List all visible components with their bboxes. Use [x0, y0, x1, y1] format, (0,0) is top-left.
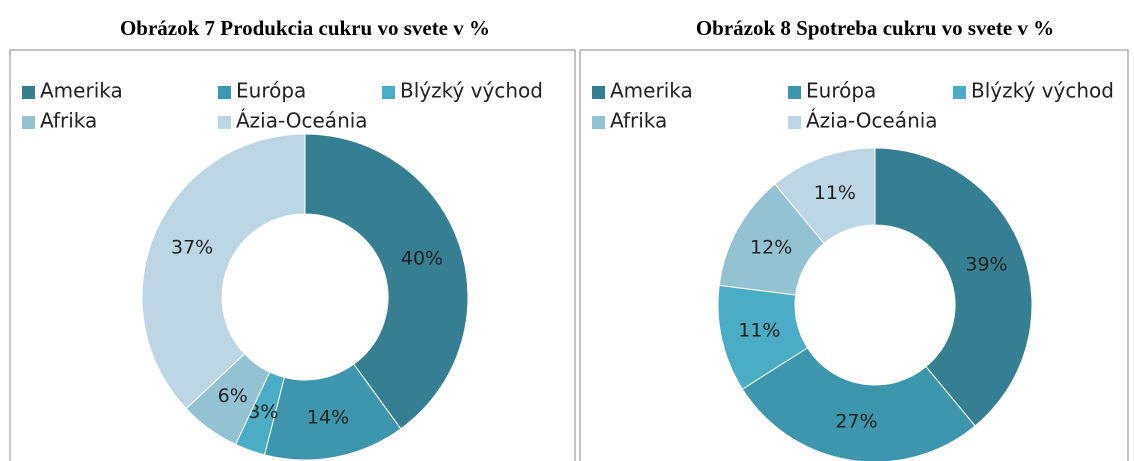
legend-label: Európa [806, 79, 876, 103]
data-label: 37% [171, 237, 213, 259]
donut-slice [774, 147, 876, 245]
data-label: 27% [835, 411, 877, 433]
legend-label: Afrika [610, 109, 667, 133]
donut-slice [141, 133, 306, 410]
data-label: 11% [814, 182, 856, 204]
donut-slice [304, 133, 469, 430]
legend-label: Blýzký východ [400, 79, 543, 103]
legend-label: Blýzký východ [971, 79, 1114, 103]
legend-label: Amerika [40, 79, 123, 103]
legend-swatch [22, 86, 35, 99]
legend-swatch [592, 86, 605, 99]
chart-frame [9, 49, 576, 461]
data-label: 14% [307, 406, 349, 428]
data-label: 3% [248, 401, 278, 423]
legend-swatch [788, 86, 801, 99]
donut-slice [741, 347, 976, 461]
legend-swatch [953, 86, 966, 99]
data-label: 6% [218, 385, 248, 407]
legend-label: Ázia-Oceánia [236, 109, 368, 133]
data-label: 39% [965, 253, 1007, 275]
legend-swatch [592, 116, 605, 129]
data-label: 11% [738, 319, 780, 341]
legend-swatch [382, 86, 395, 99]
data-label: 40% [401, 247, 443, 269]
legend-label: Afrika [40, 109, 97, 133]
legend-swatch [218, 116, 231, 129]
legend-swatch [218, 86, 231, 99]
legend-label: Európa [236, 79, 306, 103]
donut-slice [874, 147, 1033, 427]
data-label: 12% [750, 236, 792, 258]
legend-swatch [788, 116, 801, 129]
chart-frame [579, 49, 1129, 461]
legend-swatch [22, 116, 35, 129]
legend-label: Amerika [610, 79, 693, 103]
legend-label: Ázia-Oceánia [806, 109, 938, 133]
chart-title: Obrázok 7 Produkcia cukru vo svete v % [120, 16, 490, 40]
chart-title: Obrázok 8 Spotreba cukru vo svete v % [696, 16, 1054, 40]
